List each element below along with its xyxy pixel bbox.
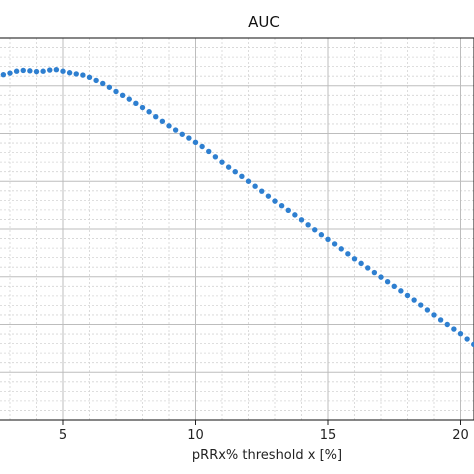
data-point: [451, 326, 457, 332]
data-point: [199, 143, 205, 150]
data-point: [331, 241, 338, 247]
data-point: [371, 269, 378, 276]
data-point: [318, 232, 325, 238]
data-point: [86, 74, 93, 81]
data-point: [471, 341, 474, 348]
data-point: [192, 139, 199, 145]
data-point: [166, 123, 172, 129]
data-point: [106, 84, 113, 90]
data-point: [285, 207, 291, 213]
data-point: [232, 169, 238, 175]
data-point: [40, 68, 46, 74]
x-axis-label: pRRx% threshold x [%]: [192, 448, 342, 463]
data-point: [265, 193, 272, 199]
data-point: [292, 212, 298, 218]
data-point: [457, 330, 464, 337]
data-point: [351, 256, 358, 262]
data-point: [384, 279, 391, 285]
data-point: [80, 72, 86, 78]
x-tick-label: 10: [187, 428, 204, 443]
data-point: [278, 202, 285, 209]
data-point: [133, 100, 139, 107]
data-point: [305, 222, 311, 228]
data-point: [27, 68, 33, 74]
plot-frame: [0, 37, 474, 421]
data-point: [418, 302, 424, 308]
data-point: [424, 307, 431, 313]
chart-title: AUC: [248, 13, 280, 31]
data-point: [20, 67, 26, 74]
data-point: [272, 198, 278, 204]
data-point: [47, 67, 53, 73]
data-point: [13, 68, 20, 74]
data-point: [404, 292, 411, 299]
data-point: [398, 288, 404, 294]
x-tick-label: 5: [59, 428, 67, 443]
data-point: [444, 321, 450, 328]
minor-grid: [0, 38, 474, 420]
data-point: [179, 131, 185, 137]
data-point: [358, 260, 364, 267]
data-point: [100, 80, 106, 87]
data-point: [325, 236, 331, 243]
data-point: [365, 265, 371, 271]
data-point: [66, 70, 73, 76]
data-point: [7, 70, 13, 76]
data-point: [312, 227, 318, 233]
data-point: [212, 154, 219, 160]
data-point: [338, 246, 344, 252]
data-point: [245, 178, 252, 184]
data-point: [126, 96, 132, 102]
data-point: [259, 188, 265, 194]
data-points: [0, 67, 474, 348]
data-point: [33, 68, 40, 75]
data-point: [431, 312, 437, 318]
data-point: [411, 297, 417, 303]
data-point: [298, 217, 305, 223]
data-point: [53, 67, 60, 73]
data-point: [437, 317, 444, 323]
data-point: [113, 88, 119, 95]
data-point: [206, 148, 212, 155]
data-point: [119, 92, 126, 99]
data-point: [252, 183, 258, 189]
data-point: [345, 251, 351, 257]
data-point: [225, 164, 232, 170]
data-point: [239, 173, 245, 179]
data-point: [93, 77, 99, 84]
data-point: [186, 135, 192, 141]
data-point: [159, 118, 166, 124]
data-point: [378, 274, 384, 280]
data-point: [146, 109, 152, 115]
x-tick-label: 15: [320, 428, 337, 443]
data-point: [0, 71, 7, 78]
data-point: [139, 104, 146, 111]
data-point: [391, 283, 397, 289]
x-axis-ticks: 5 10 15 20: [59, 420, 469, 443]
data-point: [172, 127, 179, 133]
x-tick-label: 20: [452, 428, 469, 443]
data-point: [73, 71, 79, 77]
data-point: [60, 68, 66, 74]
data-point: [153, 113, 159, 120]
data-point: [219, 159, 225, 165]
data-point: [464, 336, 470, 342]
